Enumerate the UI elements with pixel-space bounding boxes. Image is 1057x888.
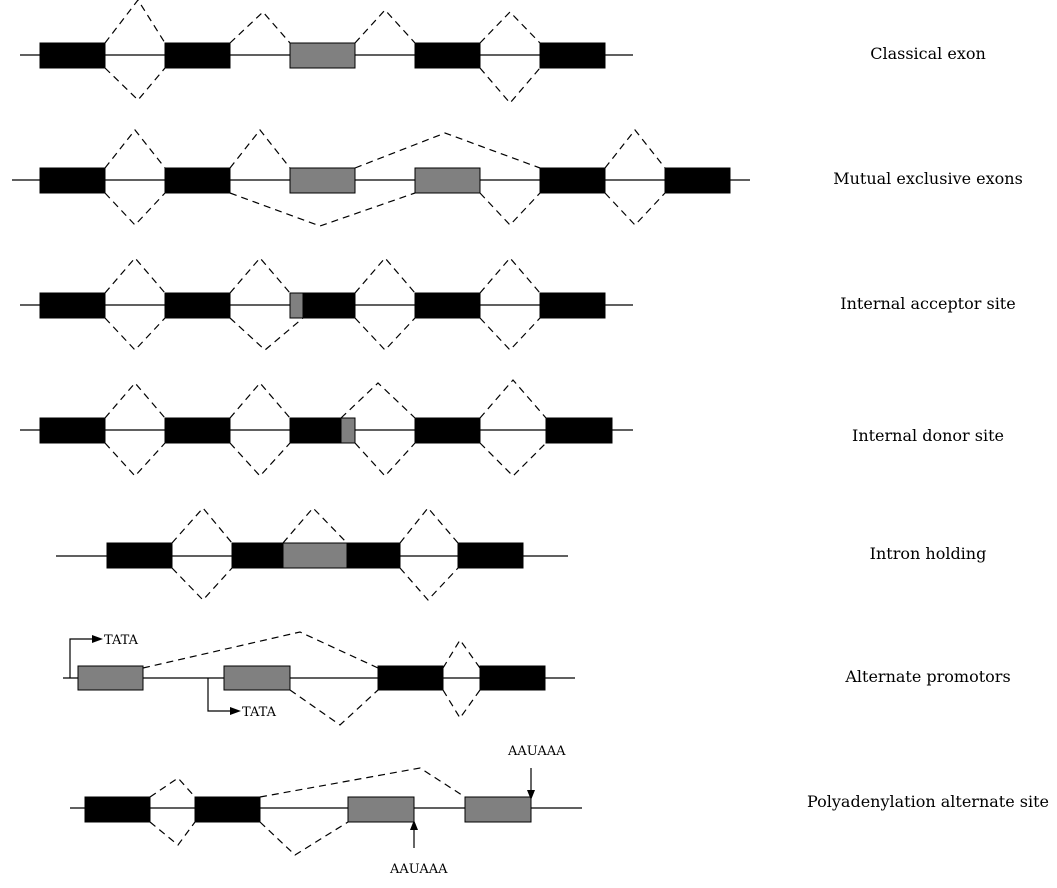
constitutive-exon: [545, 417, 613, 444]
splice-junction: [229, 11, 291, 44]
splice-junction: [171, 507, 233, 544]
splice-junction: [259, 767, 466, 798]
arrowhead: [230, 707, 241, 715]
splice-junction: [104, 0, 166, 44]
splice-junction: [104, 257, 166, 294]
constitutive-exon: [302, 292, 356, 319]
row-label-mutual-exclusive-exons: Mutual exclusive exons: [833, 169, 1023, 188]
constitutive-exon: [164, 42, 231, 69]
constitutive-exon: [39, 167, 106, 194]
splice-junction: [229, 317, 304, 351]
arrowhead: [527, 790, 535, 800]
splice-junction: [479, 379, 547, 419]
splice-junction: [479, 11, 541, 44]
constitutive-exon: [539, 292, 606, 319]
constitutive-exon: [39, 42, 106, 69]
splice-junction: [479, 67, 541, 104]
alternative-last-exon: [464, 796, 532, 823]
splice-junction: [104, 382, 166, 419]
splice-junction: [442, 638, 481, 669]
splice-junction: [259, 821, 349, 856]
splice-junction: [229, 382, 291, 419]
splice-junction: [104, 129, 166, 169]
splice-junction: [354, 257, 416, 294]
constitutive-exon: [346, 542, 401, 569]
promoter-arrow: [207, 678, 230, 712]
splice-junction: [142, 631, 379, 669]
constitutive-exon: [414, 417, 481, 444]
constitutive-exon: [539, 167, 606, 194]
splice-junction: [399, 507, 459, 544]
splice-junction: [104, 192, 166, 226]
splice-junction: [354, 132, 541, 169]
alternative-exon: [289, 42, 356, 69]
splice-junction: [354, 9, 416, 44]
alternative-acceptor-region: [289, 292, 304, 319]
retained-intron: [282, 542, 348, 569]
splice-junction: [282, 507, 348, 544]
splice-junction: [104, 67, 166, 101]
constitutive-exon: [84, 796, 151, 823]
constitutive-exon: [164, 292, 231, 319]
splice-junction: [229, 192, 416, 227]
arrowhead: [92, 635, 103, 643]
splice-junction: [442, 689, 481, 720]
splice-junction: [149, 777, 196, 798]
alternative-last-exon: [347, 796, 415, 823]
tata-label: TATA: [104, 633, 139, 648]
splice-junction: [604, 129, 666, 169]
row-label-classical-exon: Classical exon: [870, 44, 986, 63]
splice-junction: [479, 192, 541, 226]
splice-junction: [104, 442, 166, 477]
constitutive-exon: [664, 167, 731, 194]
alternative-first-exon: [223, 665, 291, 691]
splice-junction: [229, 257, 291, 294]
constitutive-exon: [164, 417, 231, 444]
row-label-internal-acceptor-site: Internal acceptor site: [840, 294, 1016, 313]
splice-junction: [399, 567, 459, 601]
tata-label: TATA: [242, 705, 277, 720]
splice-junction: [479, 317, 541, 351]
constitutive-exon: [194, 796, 261, 823]
constitutive-exon: [457, 542, 524, 569]
polya-signal-label: AAUAAA: [389, 862, 448, 877]
splice-junction: [479, 257, 541, 294]
constitutive-exon: [479, 665, 546, 691]
splice-junction: [149, 821, 196, 846]
row-label-polyadenylation-alternate-site: Polyadenylation alternate site: [807, 792, 1049, 811]
alternative-first-exon: [77, 665, 144, 691]
constitutive-exon: [377, 665, 444, 691]
constitutive-exon: [289, 417, 342, 444]
alternative-donor-region: [340, 417, 356, 444]
splice-junction: [604, 192, 666, 226]
constitutive-exon: [539, 42, 606, 69]
alternative-exon: [289, 167, 356, 194]
splice-junction: [354, 317, 416, 351]
splice-junction: [104, 317, 166, 351]
row-label-internal-donor-site: Internal donor site: [852, 426, 1004, 445]
promoter-arrow: [69, 638, 92, 678]
splice-junction: [289, 689, 379, 726]
constitutive-exon: [414, 292, 481, 319]
splice-junction: [229, 442, 291, 477]
constitutive-exon: [39, 292, 106, 319]
splice-junction: [229, 129, 291, 169]
arrowhead: [410, 820, 418, 830]
constitutive-exon: [106, 542, 173, 569]
alternative-exon: [414, 167, 481, 194]
constitutive-exon: [39, 417, 106, 444]
splice-junction: [479, 442, 547, 477]
constitutive-exon: [164, 167, 231, 194]
splice-junction: [171, 567, 233, 601]
row-label-alternate-promotors: Alternate promotors: [845, 667, 1011, 686]
row-label-intron-holding: Intron holding: [869, 544, 987, 563]
splice-junction: [340, 382, 416, 419]
splice-junction: [354, 442, 416, 477]
constitutive-exon: [414, 42, 481, 69]
constitutive-exon: [231, 542, 284, 569]
polya-signal-label: AAUAAA: [507, 744, 566, 759]
